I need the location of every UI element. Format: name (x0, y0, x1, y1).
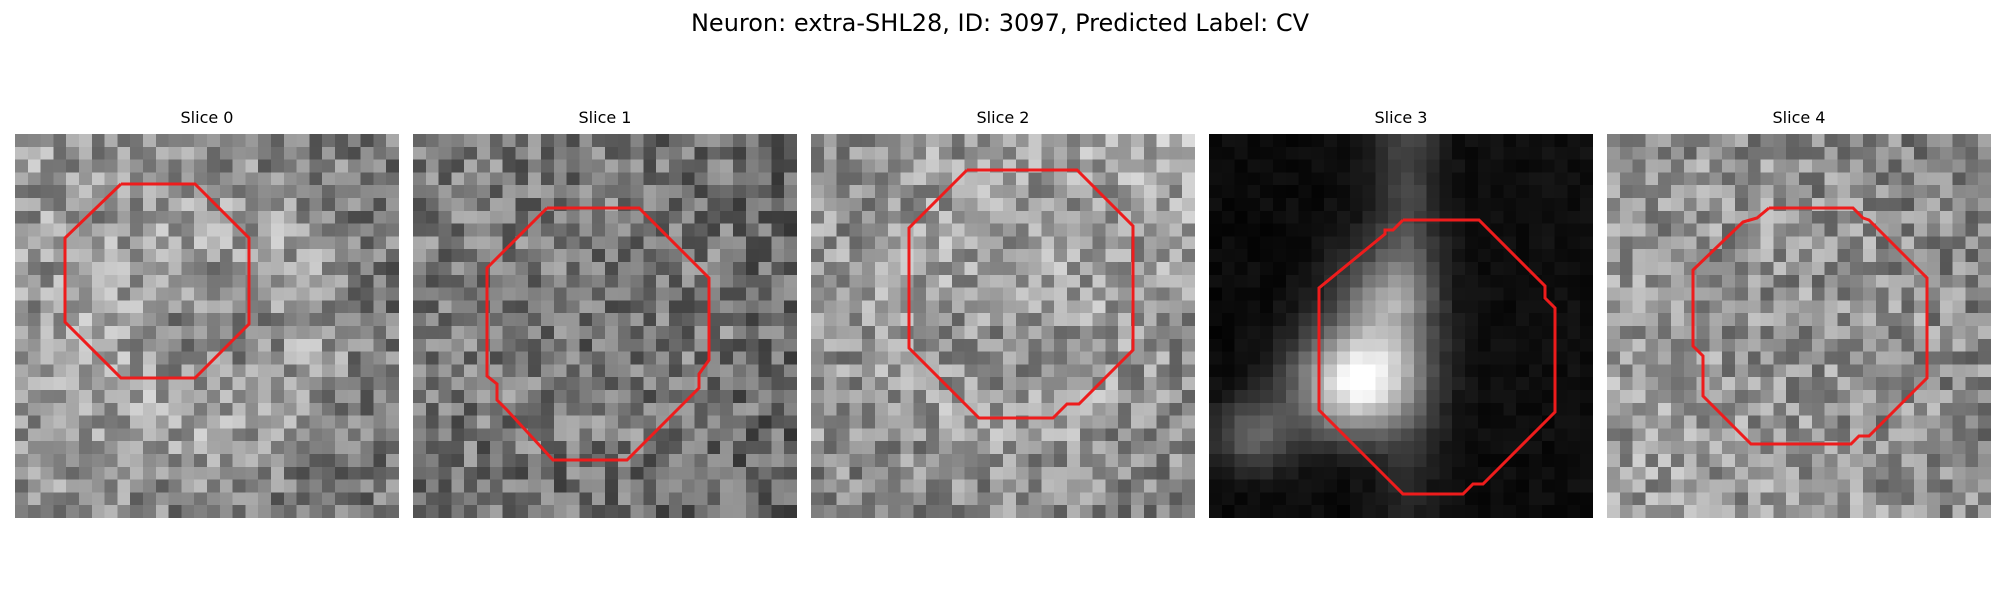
slice-title-1: Slice 1 (578, 108, 632, 127)
slice-panel-2: Slice 2 (811, 108, 1195, 518)
slice-panel-0: Slice 0 (15, 108, 399, 518)
slice-image-3 (1209, 134, 1593, 518)
slice-title-3: Slice 3 (1374, 108, 1428, 127)
slice-panel-1: Slice 1 (413, 108, 797, 518)
slice-title-0: Slice 0 (180, 108, 234, 127)
slice-title-2: Slice 2 (976, 108, 1030, 127)
slice-panel-3: Slice 3 (1209, 108, 1593, 518)
slice-title-4: Slice 4 (1772, 108, 1826, 127)
slice-image-1 (413, 134, 797, 518)
slice-image-2 (811, 134, 1195, 518)
figure-title: Neuron: extra-SHL28, ID: 3097, Predicted… (690, 9, 1310, 37)
slice-image-4 (1607, 134, 1991, 518)
slice-panel-4: Slice 4 (1607, 108, 1991, 518)
slice-image-0 (15, 134, 399, 518)
